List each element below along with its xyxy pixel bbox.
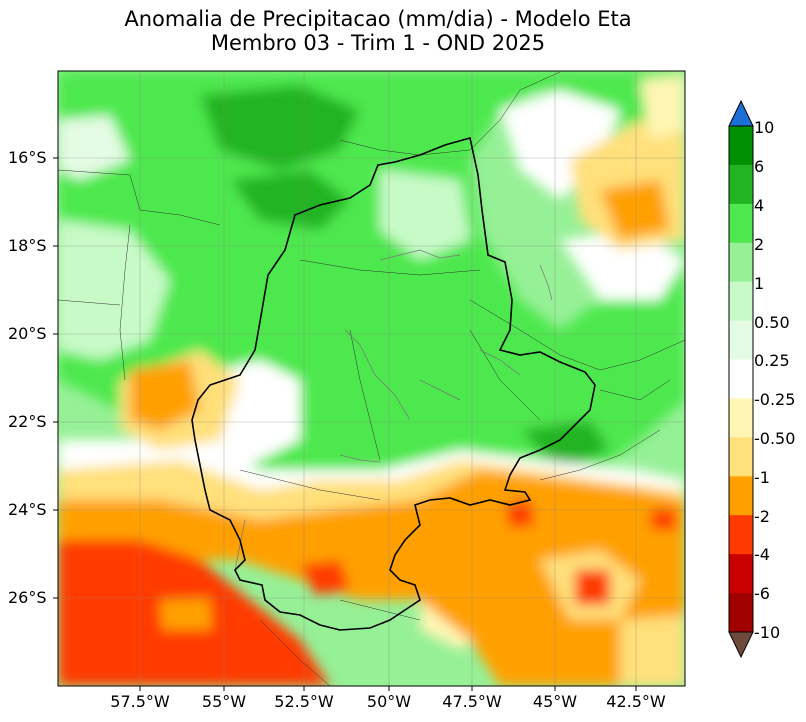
colorbar-segment: [729, 359, 753, 399]
lon-tick-label: 55°W: [201, 692, 247, 711]
lon-tick-label: 42.5°W: [606, 692, 666, 711]
field-white-nw: [58, 115, 130, 180]
map-frame: [57, 70, 686, 687]
state-borders: [58, 71, 685, 686]
field-red-s: [300, 560, 350, 595]
field-dark-green-2: [230, 170, 350, 230]
colorbar: [728, 99, 754, 659]
colorbar-label: 6: [754, 157, 765, 176]
field-yellow-se2: [620, 615, 685, 686]
lon-tick-label: 52.5°W: [274, 692, 334, 711]
colorbar-segment: [729, 593, 753, 633]
field-dark-green-3: [520, 420, 610, 470]
anomaly-field: [58, 71, 685, 686]
lon-tick-label: 45°W: [532, 692, 578, 711]
colorbar-segment: [729, 203, 753, 244]
colorbar-segment: [729, 476, 753, 516]
colorbar-label: 10: [754, 118, 775, 137]
colorbar-segment: [729, 515, 753, 555]
colorbar-segment: [729, 437, 753, 477]
lat-tick-label: 24°S: [8, 500, 47, 519]
colorbar-extend-max: [728, 99, 754, 127]
lat-tick-label: 22°S: [8, 412, 47, 431]
field-red-e: [650, 508, 676, 530]
field-dark-green-1: [200, 85, 360, 170]
field-pale-green-w: [58, 220, 170, 360]
colorbar-segment: [729, 554, 753, 594]
colorbar-label: -10: [754, 623, 781, 642]
colorbar-label: 0.50: [754, 313, 790, 332]
field-pale-green-c: [380, 170, 470, 260]
field-red-se2: [575, 570, 610, 605]
colorbar-frame: [728, 125, 754, 633]
colorbar-segment: [729, 242, 753, 283]
lat-tick-label: 18°S: [8, 236, 47, 255]
colorbar-label: 2: [754, 235, 765, 254]
colorbar-label: -6: [754, 584, 770, 603]
axis-ticks: [53, 157, 637, 691]
field-red-se: [505, 500, 535, 528]
field-white-ne: [500, 90, 620, 200]
lat-tick-label: 16°S: [8, 148, 47, 167]
colorbar-segment: [729, 320, 753, 361]
field-orange-w: [130, 360, 200, 430]
chart-subtitle: Membro 03 - Trim 1 - OND 2025: [210, 31, 546, 55]
gridlines: [58, 71, 685, 686]
chart-title: Anomalia de Precipitacao (mm/dia) - Mode…: [124, 7, 632, 31]
field-orange-inset: [160, 598, 212, 630]
colorbar-segment: [729, 164, 753, 205]
colorbar-label: 4: [754, 196, 765, 215]
colorbar-segment: [729, 398, 753, 438]
field-green-nw: [60, 71, 130, 110]
lon-tick-label: 47.5°W: [442, 692, 502, 711]
colorbar-segments: [729, 126, 753, 633]
lat-tick-label: 20°S: [8, 324, 47, 343]
field-pale-yellow-ne: [640, 75, 685, 140]
lat-tick-label: 26°S: [8, 588, 47, 607]
colorbar-segment: [729, 281, 753, 322]
colorbar-label: -0.50: [754, 429, 796, 448]
colorbar-extend-min: [728, 631, 754, 659]
lon-tick-label: 50°W: [366, 692, 412, 711]
colorbar-label: 1: [754, 274, 765, 293]
field-orange-ne: [600, 180, 670, 240]
colorbar-label: -1: [754, 468, 770, 487]
basin-outline: [191, 137, 596, 631]
field-white-e: [560, 230, 685, 300]
colorbar-label: 0.25: [754, 351, 790, 370]
colorbar-label: -4: [754, 545, 770, 564]
colorbar-label: -0.25: [754, 390, 796, 409]
colorbar-segment: [729, 126, 753, 166]
colorbar-label: -2: [754, 507, 770, 526]
lon-tick-label: 57.5°W: [110, 692, 170, 711]
rivers: [234, 249, 553, 571]
